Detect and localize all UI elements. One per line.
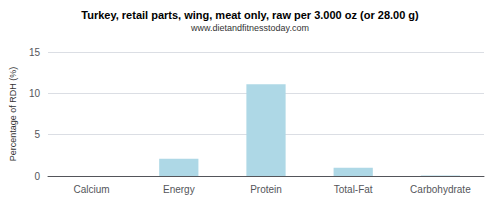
svg-text:Energy: Energy — [163, 184, 195, 195]
svg-text:www.dietandfitnesstoday.com: www.dietandfitnesstoday.com — [190, 23, 309, 33]
svg-text:Total-Fat: Total-Fat — [334, 184, 373, 195]
svg-text:0: 0 — [34, 171, 40, 182]
svg-text:10: 10 — [29, 88, 41, 99]
svg-text:Calcium: Calcium — [74, 184, 110, 195]
svg-text:Turkey, retail parts, wing, me: Turkey, retail parts, wing, meat only, r… — [81, 9, 419, 21]
svg-text:5: 5 — [34, 129, 40, 140]
svg-text:Carbohydrate: Carbohydrate — [410, 184, 471, 195]
svg-text:Percentage of RDH (%): Percentage of RDH (%) — [8, 67, 18, 162]
svg-text:15: 15 — [29, 47, 41, 58]
svg-text:Protein: Protein — [250, 184, 282, 195]
